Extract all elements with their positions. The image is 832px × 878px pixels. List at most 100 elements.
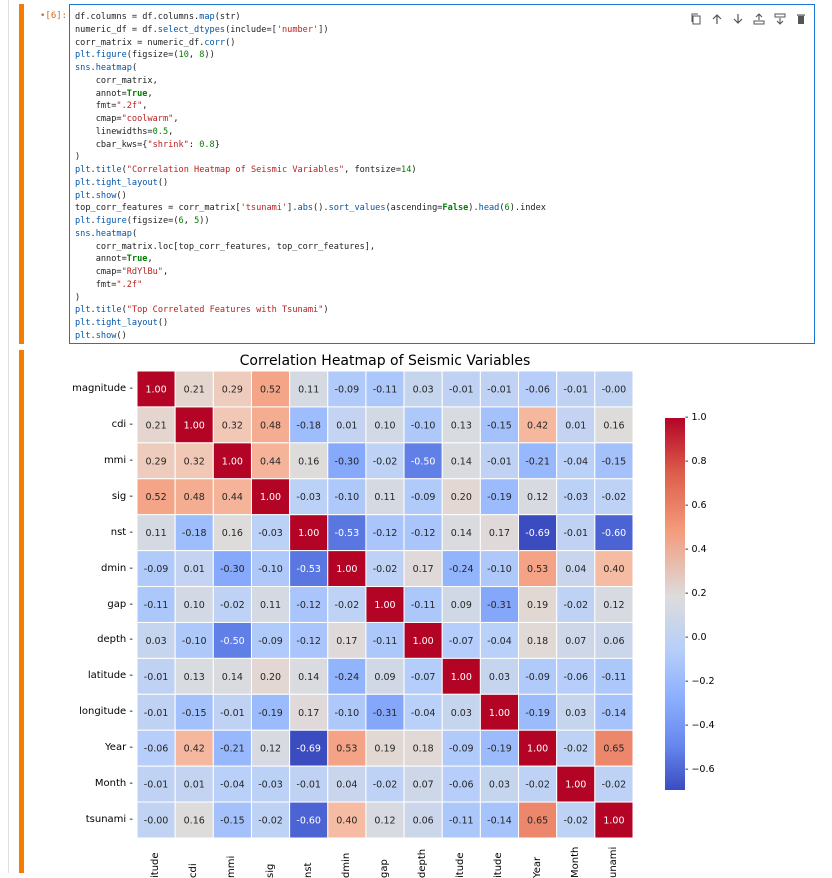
heatmap-cell [365, 514, 405, 552]
heatmap-cell-label: 0.01 [184, 780, 205, 791]
heatmap-cell-label: -0.03 [258, 780, 283, 791]
heatmap-cell-label: 0.12 [527, 492, 548, 503]
heatmap-cell-label: -0.04 [563, 456, 588, 467]
heatmap-cell-label: 1.00 [145, 384, 166, 395]
heatmap-cell-label: 0.29 [222, 384, 243, 395]
heatmap-cell [403, 406, 443, 444]
y-tick-label: nst - [110, 526, 133, 538]
heatmap-cell-label: -0.02 [335, 600, 360, 611]
heatmap-cell-label: -0.03 [563, 492, 588, 503]
cell-toolbar [688, 11, 808, 26]
heatmap-cell [250, 550, 291, 588]
y-tick-label: Year - [105, 742, 133, 754]
heatmap-cell-label: -0.10 [258, 564, 283, 575]
heatmap-cell-label: 0.10 [184, 600, 205, 611]
heatmap-cell-label: 0.16 [184, 816, 205, 827]
heatmap-cell-label: 0.06 [603, 636, 624, 647]
heatmap-cell [212, 514, 252, 552]
y-tick-label: longitude - [79, 706, 133, 718]
heatmap-cell-label: 0.07 [413, 780, 434, 791]
insert-below-button[interactable] [772, 11, 787, 26]
heatmap-cell [594, 478, 633, 516]
heatmap-cell-label: -0.53 [335, 528, 360, 539]
x-tick-label: sig [264, 863, 276, 878]
heatmap-cell [518, 442, 558, 480]
heatmap-cell [479, 765, 520, 803]
heatmap-cell [327, 729, 367, 767]
heatmap-cell [289, 765, 329, 803]
heatmap-cell-label: 0.42 [527, 420, 548, 431]
heatmap-cell [403, 657, 443, 695]
heatmap-cell-label: 0.21 [184, 384, 205, 395]
heatmap-cell-label: -0.06 [144, 744, 169, 755]
heatmap-cell [327, 657, 367, 695]
heatmap-cell-label: 0.20 [451, 492, 472, 503]
heatmap-cell-label: 0.48 [260, 420, 281, 431]
code-cell-editor[interactable]: df.columns = df.columns.map(str) numeric… [69, 4, 815, 344]
heatmap-cell [403, 586, 443, 623]
heatmap-cell-label: -0.24 [449, 564, 474, 575]
heatmap-cell [403, 765, 443, 803]
heatmap-cell [212, 729, 252, 767]
heatmap-cell-label: -0.10 [335, 708, 360, 719]
heatmap-cell [403, 801, 443, 838]
heatmap-cell [479, 371, 520, 408]
heatmap-cell-label: -0.03 [296, 492, 321, 503]
heatmap-cell [556, 371, 596, 408]
heatmap-cell-label: 0.11 [298, 384, 319, 395]
code-text[interactable]: df.columns = df.columns.map(str) numeric… [75, 12, 546, 341]
heatmap-cell-label: -0.01 [563, 528, 588, 539]
heatmap-cell [403, 514, 443, 552]
heatmap-cell-label: -0.14 [487, 816, 512, 827]
heatmap-cell-label: -0.15 [602, 456, 627, 467]
heatmap-cell-label: -0.04 [220, 780, 245, 791]
delete-cell-button[interactable] [793, 11, 808, 26]
chart-title: Correlation Heatmap of Seismic Variables [239, 353, 531, 369]
heatmap-cell-label: -0.50 [220, 636, 245, 647]
heatmap-cell [365, 442, 405, 480]
heatmap-cell [518, 514, 558, 552]
copy-cell-button[interactable] [688, 11, 703, 26]
move-up-icon [712, 13, 721, 24]
heatmap-cell [518, 729, 558, 767]
heatmap-cell [441, 406, 481, 444]
heatmap-cell-label: 0.32 [222, 420, 243, 431]
heatmap-cell-label: 0.11 [260, 600, 281, 611]
heatmap-cell-label: -0.06 [525, 384, 550, 395]
heatmap-cell-label: 1.00 [451, 672, 472, 683]
heatmap-cell-label: -0.18 [182, 528, 207, 539]
heatmap-cell-label: 0.03 [489, 780, 510, 791]
heatmap-cell-label: 0.44 [260, 456, 281, 467]
heatmap-cell [479, 801, 520, 838]
x-tick-label: nst [302, 862, 314, 878]
heatmap-cell [441, 765, 481, 803]
heatmap-cell [327, 693, 367, 731]
heatmap-cell-label: 0.03 [413, 384, 434, 395]
active-cell-indicator[interactable] [19, 4, 24, 344]
heatmap-cell [212, 550, 252, 588]
move-up-button[interactable] [709, 11, 724, 26]
heatmap-cell-label: -0.09 [144, 564, 169, 575]
heatmap-cell-label: 0.06 [413, 816, 434, 827]
heatmap-cell-label: 0.16 [298, 456, 319, 467]
heatmap-cell-label: -0.12 [296, 600, 321, 611]
heatmap-cell [137, 550, 176, 588]
heatmap-cell [479, 442, 520, 480]
move-down-button[interactable] [730, 11, 745, 26]
heatmap-cell [403, 621, 443, 659]
heatmap-cell-label: -0.60 [602, 528, 627, 539]
heatmap-cell-label: -0.03 [258, 528, 283, 539]
heatmap-cell [594, 442, 633, 480]
output-cell-indicator[interactable] [19, 350, 24, 873]
heatmap-cell-label: -0.02 [258, 816, 283, 827]
heatmap-cell [403, 371, 443, 408]
heatmap-cell-label: 0.52 [260, 384, 281, 395]
heatmap-cell-label: -0.01 [449, 384, 474, 395]
y-tick-label: mmi - [103, 454, 133, 466]
heatmap-cell [327, 801, 367, 838]
heatmap-cell [250, 478, 291, 516]
heatmap-cell [479, 657, 520, 695]
heatmap-cell-label: -0.10 [182, 636, 207, 647]
heatmap-cell [594, 586, 633, 623]
insert-above-button[interactable] [751, 11, 766, 26]
